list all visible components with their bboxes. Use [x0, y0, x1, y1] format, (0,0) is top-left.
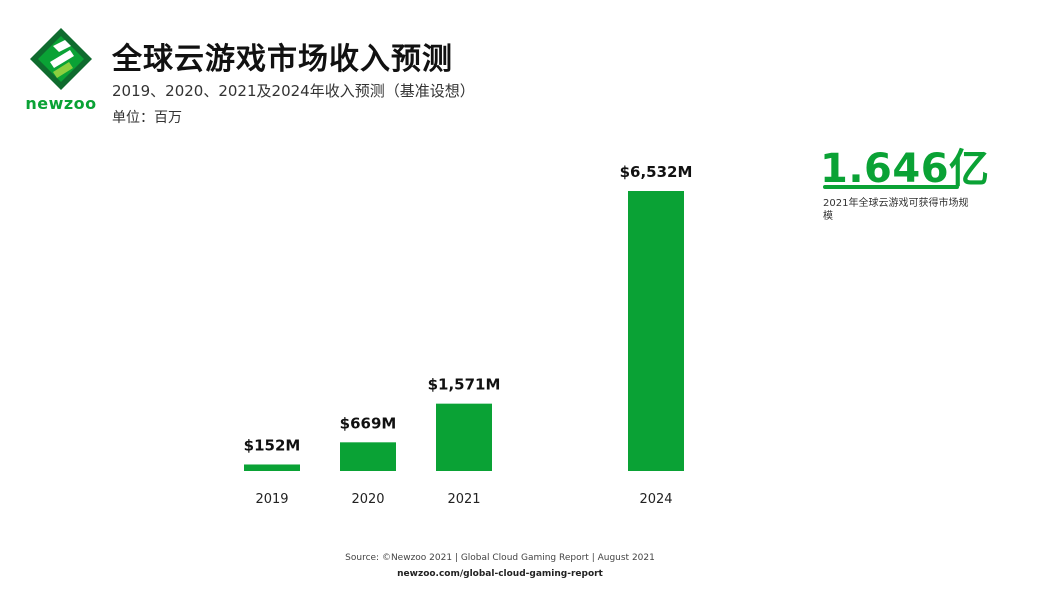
logo-wordmark: newzoo: [25, 94, 97, 113]
newzoo-logo: newzoo: [24, 26, 98, 116]
x-tick-label-2024: 2024: [639, 492, 672, 507]
bar-2021: [436, 403, 492, 471]
x-tick-label-2020: 2020: [351, 492, 384, 507]
bar-2020: [340, 442, 396, 471]
value-label-2021: $1,571M: [428, 376, 501, 394]
value-label-2024: $6,532M: [620, 163, 693, 181]
callout-underline: [823, 185, 959, 189]
x-tick-label-2021: 2021: [447, 492, 480, 507]
callout-caption: 2021年全球云游戏可获得市场规模: [823, 198, 969, 222]
value-label-2019: $152M: [244, 436, 301, 454]
value-label-2020: $669M: [340, 414, 397, 432]
unit-label: 单位：百万: [112, 110, 182, 126]
source-url: newzoo.com/global-cloud-gaming-report: [397, 569, 603, 579]
newzoo-logo-icon: [30, 28, 92, 90]
bar-2019: [244, 464, 300, 471]
chart-title: 全球云游戏市场收入预测: [112, 42, 453, 77]
source-note: Source: ©Newzoo 2021 | Global Cloud Gami…: [345, 553, 655, 563]
chart-subtitle: 2019、2020、2021及2024年收入预测（基准设想）: [112, 82, 475, 100]
x-tick-label-2019: 2019: [255, 492, 288, 507]
callout-value: 1.646亿: [820, 146, 990, 192]
bar-2024: [628, 191, 684, 471]
